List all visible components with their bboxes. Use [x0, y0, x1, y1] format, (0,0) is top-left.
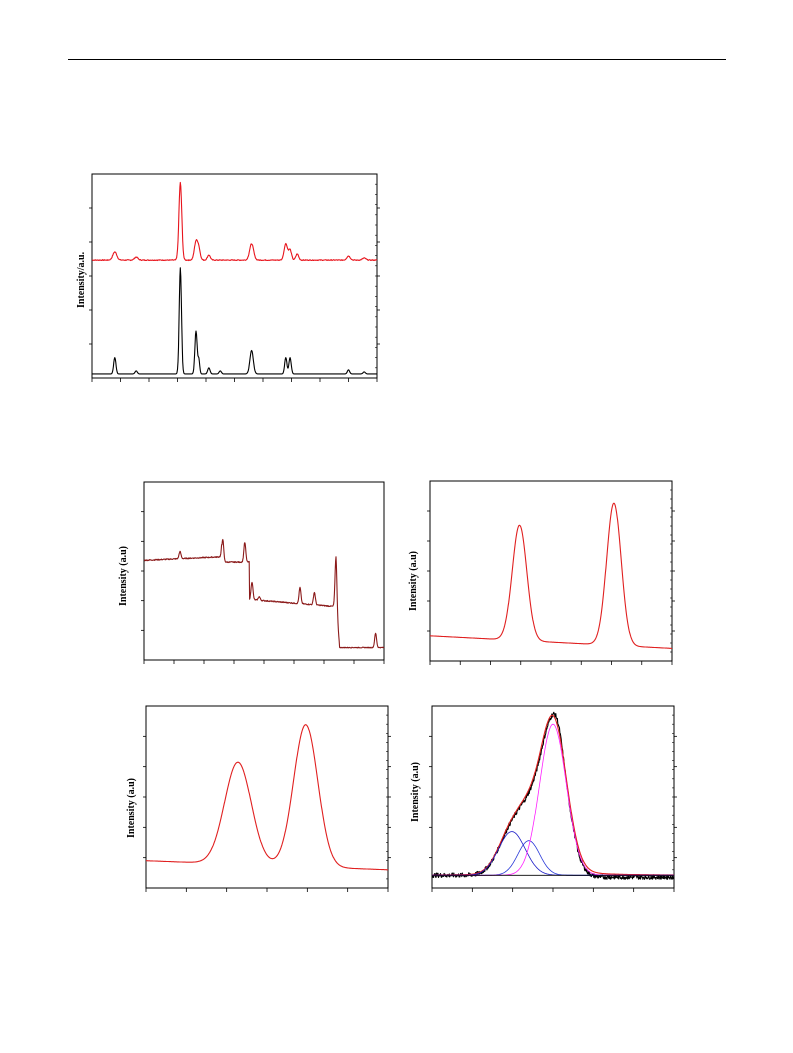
doublet-plot-2: [143, 705, 391, 892]
doublet-chart-2: Intensity (a.u): [112, 700, 397, 905]
survey-plot: [141, 481, 385, 664]
survey-chart: Intensity (a.u): [112, 478, 392, 678]
deconvolution-series-0-line: [431, 711, 675, 880]
deconvolution-y-axis-label: Intensity (a.u): [410, 761, 421, 822]
xrd-plot: [89, 173, 380, 382]
plot-frame: [429, 480, 673, 662]
deconvolution-series-4-line: [432, 723, 674, 876]
doublet-1-series-0-line: [429, 502, 673, 649]
doublet-plot-1: [427, 480, 675, 665]
plot-frame: [431, 705, 675, 889]
deconvolution-series-3-line: [432, 840, 674, 876]
deconvolution-plot: [429, 705, 677, 892]
xrd-series-0-line: [91, 181, 378, 262]
plot-frame: [91, 173, 378, 379]
plot-frame: [145, 705, 389, 889]
doublet-2-y-axis-label: Intensity (a.u): [126, 777, 137, 838]
doublet-chart-1: Intensity (a.u): [402, 475, 682, 675]
plot-frame: [143, 481, 385, 661]
xrd-y-axis-label: Intensity/a.u.: [76, 251, 87, 308]
doublet-2-series-0-line: [145, 724, 389, 871]
deconvolution-chart: Intensity (a.u): [402, 700, 687, 905]
deconvolution-series-1-line: [431, 714, 675, 876]
survey-y-axis-label: Intensity (a.u): [118, 545, 129, 606]
doublet-1-y-axis-label: Intensity (a.u): [408, 550, 419, 611]
xrd-chart: Intensity/a.u.: [72, 170, 382, 400]
deconvolution-series-2-line: [432, 831, 674, 876]
survey-series-0-line: [143, 538, 385, 649]
header-rule: [68, 59, 726, 60]
xrd-series-1-line: [91, 267, 378, 375]
